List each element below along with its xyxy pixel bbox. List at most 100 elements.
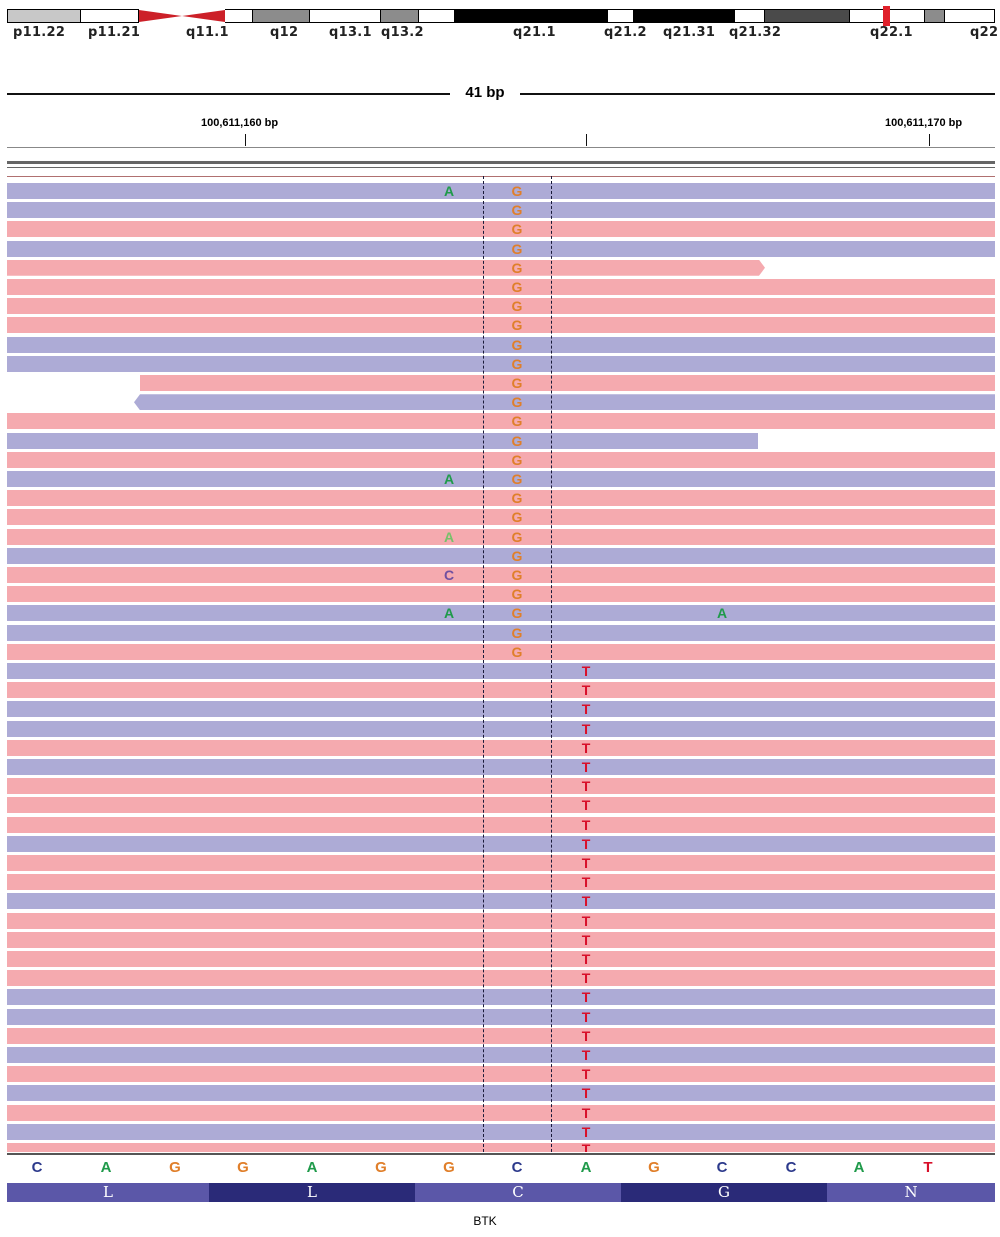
- read[interactable]: G: [7, 547, 995, 564]
- reference-base: G: [443, 1159, 455, 1176]
- mismatch-base: T: [581, 1008, 591, 1025]
- ideogram-band[interactable]: [765, 9, 850, 23]
- read[interactable]: G: [7, 413, 995, 430]
- ideogram-band[interactable]: [81, 9, 139, 23]
- read[interactable]: T: [7, 720, 995, 737]
- band-label: q13.1: [329, 25, 372, 40]
- ideogram-band[interactable]: [381, 9, 419, 23]
- ideogram-band[interactable]: [634, 9, 735, 23]
- read[interactable]: G: [7, 279, 995, 295]
- ideogram-band[interactable]: [419, 9, 455, 23]
- read[interactable]: G: [7, 355, 995, 372]
- read[interactable]: T: [7, 778, 995, 795]
- chromosome-ideogram[interactable]: [7, 6, 995, 26]
- mismatch-base: G: [511, 336, 523, 353]
- mismatch-base: G: [511, 355, 523, 372]
- read[interactable]: T: [7, 759, 995, 775]
- reference-base: C: [716, 1159, 728, 1176]
- track-divider: [7, 176, 995, 177]
- read[interactable]: T: [7, 797, 995, 814]
- centromere-icon: [139, 9, 225, 23]
- mismatch-base: G: [511, 624, 523, 641]
- read[interactable]: G: [134, 394, 995, 411]
- mismatch-base: T: [581, 1047, 591, 1063]
- read[interactable]: G: [7, 202, 995, 219]
- read[interactable]: T: [7, 1027, 995, 1044]
- read[interactable]: G: [7, 432, 758, 449]
- read[interactable]: T: [7, 816, 995, 833]
- read[interactable]: G: [140, 375, 995, 391]
- read[interactable]: G: [7, 490, 995, 507]
- read[interactable]: G: [7, 298, 995, 315]
- read[interactable]: T: [7, 682, 995, 699]
- mismatch-base: T: [581, 874, 591, 891]
- mismatch-base: G: [511, 509, 523, 526]
- ruler-baseline: [7, 147, 995, 148]
- ideogram-band[interactable]: [925, 9, 945, 23]
- read[interactable]: T: [7, 893, 995, 910]
- read[interactable]: T: [7, 1047, 995, 1063]
- read[interactable]: T: [7, 874, 995, 891]
- band-label: q21.31: [663, 25, 716, 40]
- ruler-tick: [929, 134, 930, 146]
- read[interactable]: T: [7, 970, 995, 987]
- amino-acid-C: C: [415, 1183, 621, 1202]
- read[interactable]: T: [7, 739, 995, 756]
- read[interactable]: T: [7, 1104, 995, 1121]
- mismatch-base: T: [581, 989, 591, 1006]
- ideogram-band[interactable]: [253, 9, 310, 23]
- ideogram-band[interactable]: [7, 9, 81, 23]
- mismatch-base: T: [581, 701, 591, 718]
- ideogram-band[interactable]: [945, 9, 995, 23]
- read[interactable]: T: [7, 1143, 995, 1152]
- mismatch-base: G: [511, 471, 523, 487]
- read[interactable]: G: [7, 451, 995, 468]
- read[interactable]: G: [7, 336, 995, 353]
- reference-base: T: [923, 1159, 933, 1176]
- read[interactable]: T: [7, 1066, 995, 1083]
- read[interactable]: G: [7, 221, 995, 238]
- ideogram-band[interactable]: [735, 9, 765, 23]
- read[interactable]: T: [7, 835, 995, 852]
- read[interactable]: T: [7, 1008, 995, 1025]
- reference-base: C: [31, 1159, 43, 1176]
- read[interactable]: T: [7, 701, 995, 718]
- ideogram-band[interactable]: [225, 9, 253, 23]
- mismatch-base: T: [581, 931, 591, 948]
- read[interactable]: T: [7, 931, 995, 948]
- mismatch-base: G: [511, 528, 523, 545]
- read[interactable]: G: [7, 624, 995, 641]
- ideogram-band[interactable]: [455, 9, 608, 23]
- ruler-tick: [586, 134, 587, 146]
- mismatch-base: T: [581, 951, 591, 967]
- read[interactable]: T: [7, 663, 995, 679]
- read[interactable]: T: [7, 912, 995, 929]
- read[interactable]: G: [7, 260, 765, 276]
- read[interactable]: G: [7, 509, 995, 526]
- read[interactable]: T: [7, 1085, 995, 1102]
- ideogram-band[interactable]: [608, 9, 634, 23]
- amino-acid-L: L: [7, 1183, 209, 1202]
- ideogram-band[interactable]: [310, 9, 381, 23]
- mismatch-base: T: [581, 797, 591, 814]
- read[interactable]: G: [7, 586, 995, 603]
- gene-label[interactable]: BTK: [473, 1214, 497, 1228]
- read[interactable]: G: [7, 643, 995, 660]
- center-guide-line: [551, 176, 552, 1152]
- mismatch-base: T: [581, 1123, 591, 1140]
- reference-base: A: [580, 1159, 592, 1176]
- read[interactable]: T: [7, 989, 995, 1006]
- current-region-marker[interactable]: [883, 6, 890, 26]
- band-label: p11.22: [13, 25, 66, 40]
- read[interactable]: T: [7, 1123, 995, 1140]
- read[interactable]: T: [7, 855, 995, 871]
- read[interactable]: G: [7, 317, 995, 334]
- read[interactable]: G: [7, 240, 995, 257]
- mismatch-base: A: [443, 183, 455, 199]
- read[interactable]: T: [7, 951, 995, 967]
